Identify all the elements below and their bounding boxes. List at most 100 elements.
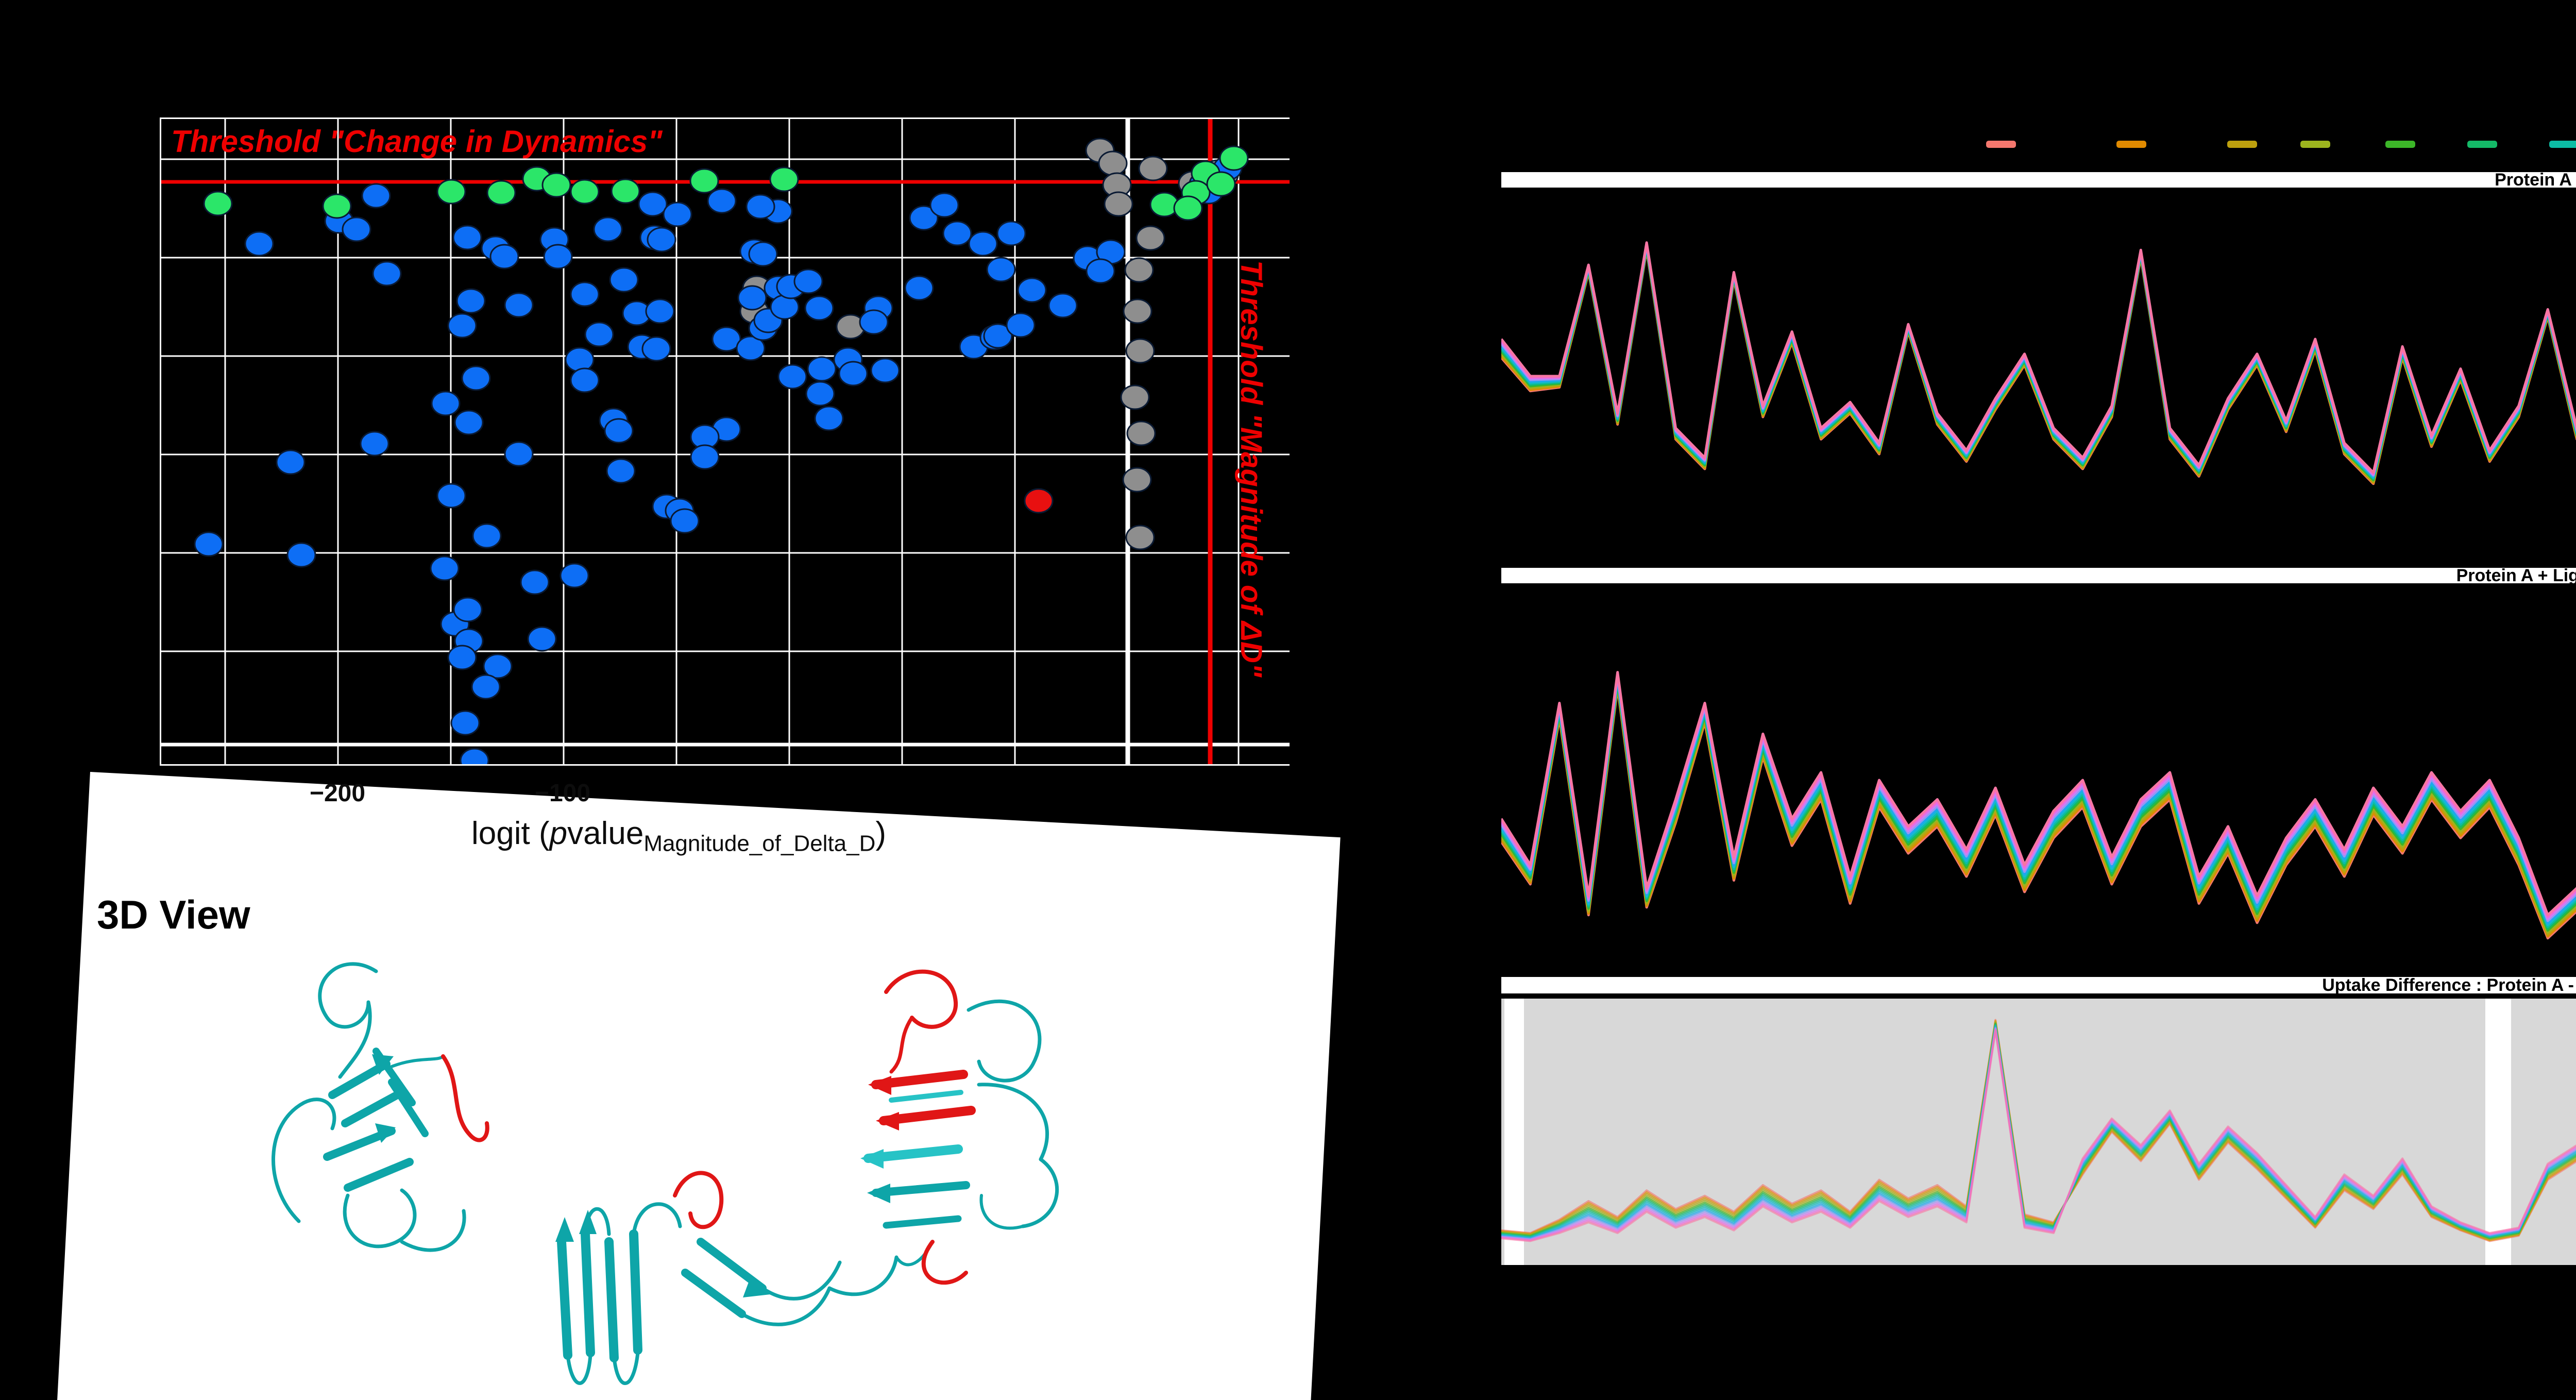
volcano-point-blue[interactable] [807,356,837,382]
volcano-point-blue[interactable] [460,748,489,764]
volcano-point-blue[interactable] [711,326,741,352]
uptake-lines-canvas[interactable] [1501,191,2576,562]
volcano-point-gray[interactable] [1138,156,1168,181]
volcano-point-blue[interactable] [450,710,480,736]
uptake-line-timepoint-13[interactable] [1501,1030,2576,1246]
volcano-point-blue[interactable] [453,597,483,622]
volcano-scatter-canvas[interactable] [161,119,1290,764]
volcano-point-green[interactable] [769,166,799,192]
volcano-point-blue[interactable] [736,335,766,361]
volcano-point-blue[interactable] [447,645,477,670]
volcano-point-blue[interactable] [804,295,834,321]
volcano-point-blue[interactable] [504,292,534,318]
legend-swatch-timepoint-3[interactable] [2227,141,2257,148]
uptake-lines-canvas[interactable] [1501,587,2576,973]
volcano-point-blue[interactable] [996,221,1026,246]
uptake-line-timepoint-13[interactable] [1501,671,2576,927]
volcano-point-blue[interactable] [641,336,671,362]
volcano-point-blue[interactable] [663,201,692,227]
volcano-plot[interactable] [160,117,1290,766]
volcano-point-blue[interactable] [430,555,460,581]
volcano-point-blue[interactable] [606,458,636,484]
volcano-point-green[interactable] [486,180,516,206]
volcano-point-gray[interactable] [1124,257,1154,283]
volcano-point-green[interactable] [203,191,233,216]
volcano-point-red[interactable] [1024,488,1054,514]
uptake-lines-canvas[interactable] [1501,999,2576,1265]
volcano-point-blue[interactable] [593,216,623,242]
volcano-point-blue[interactable] [520,569,550,595]
volcano-point-blue[interactable] [447,313,477,339]
volcano-point-blue[interactable] [859,309,889,335]
volcano-point-blue[interactable] [604,418,634,444]
volcano-point-green[interactable] [322,193,352,219]
volcano-point-gray[interactable] [1125,338,1155,364]
volcano-point-blue[interactable] [942,221,972,246]
volcano-point-gray[interactable] [1120,384,1150,410]
volcano-point-blue[interactable] [707,188,737,214]
volcano-point-blue[interactable] [690,444,720,470]
uptake-line-timepoint-10[interactable] [1501,1026,2576,1247]
volcano-point-blue[interactable] [647,227,676,252]
volcano-point-blue[interactable] [560,563,589,588]
volcano-point-blue[interactable] [1017,277,1047,303]
legend-swatch-timepoint-7[interactable] [2549,141,2576,148]
volcano-point-blue[interactable] [909,205,939,231]
volcano-point-green[interactable] [436,179,466,205]
volcano-point-blue[interactable] [737,285,767,311]
volcano-point-gray[interactable] [1126,420,1156,446]
volcano-point-blue[interactable] [471,674,501,700]
uptake-line-timepoint-13[interactable] [1501,221,2576,474]
volcano-point-blue[interactable] [986,257,1016,282]
legend-swatch-timepoint-4[interactable] [2300,141,2330,148]
volcano-point-gray[interactable] [1136,225,1165,251]
volcano-point-blue[interactable] [276,449,306,475]
volcano-point-blue[interactable] [454,410,484,435]
volcano-point-blue[interactable] [456,288,486,314]
volcano-point-blue[interactable] [372,261,402,286]
volcano-point-blue[interactable] [793,268,823,294]
volcano-point-blue[interactable] [870,358,900,383]
volcano-point-green[interactable] [1206,171,1236,197]
volcano-point-blue[interactable] [609,267,639,293]
protein-structure[interactable] [222,953,1123,1400]
volcano-point-blue[interactable] [904,275,934,301]
legend-swatch-timepoint-1[interactable] [1986,141,2016,148]
volcano-point-blue[interactable] [436,483,466,509]
volcano-point-gray[interactable] [1122,467,1152,493]
volcano-point-green[interactable] [611,178,640,204]
volcano-point-gray[interactable] [1125,525,1155,550]
volcano-point-blue[interactable] [461,365,491,391]
volcano-point-blue[interactable] [777,364,807,390]
volcano-point-blue[interactable] [968,231,998,257]
volcano-point-gray[interactable] [1104,191,1133,217]
volcano-point-green[interactable] [689,168,719,194]
uptake-chart-protein-a[interactable] [1501,191,2576,562]
volcano-point-blue[interactable] [360,431,389,457]
volcano-point-blue[interactable] [929,192,959,218]
volcano-point-blue[interactable] [745,194,775,220]
volcano-point-blue[interactable] [452,225,482,250]
uptake-line-timepoint-1[interactable] [1501,228,2576,495]
volcano-point-blue[interactable] [570,281,600,307]
volcano-point-blue[interactable] [286,542,316,568]
volcano-point-blue[interactable] [489,244,519,269]
volcano-point-blue[interactable] [472,523,502,549]
volcano-point-blue[interactable] [838,361,868,386]
volcano-point-blue[interactable] [638,191,668,217]
legend-swatch-timepoint-6[interactable] [2467,141,2497,148]
volcano-point-blue[interactable] [805,381,835,407]
volcano-point-blue[interactable] [645,298,675,324]
volcano-point-gray[interactable] [1123,298,1153,324]
volcano-point-blue[interactable] [770,294,800,320]
volcano-point-green[interactable] [1173,195,1203,221]
volcano-point-blue[interactable] [748,241,778,267]
volcano-point-blue[interactable] [570,367,600,393]
legend-swatch-timepoint-5[interactable] [2385,141,2415,148]
volcano-point-green[interactable] [1219,145,1249,171]
volcano-point-green[interactable] [570,179,600,205]
legend-swatch-timepoint-2[interactable] [2116,141,2146,148]
volcano-point-blue[interactable] [244,231,274,257]
volcano-point-blue[interactable] [543,244,573,269]
uptake-difference-chart[interactable] [1501,999,2576,1265]
